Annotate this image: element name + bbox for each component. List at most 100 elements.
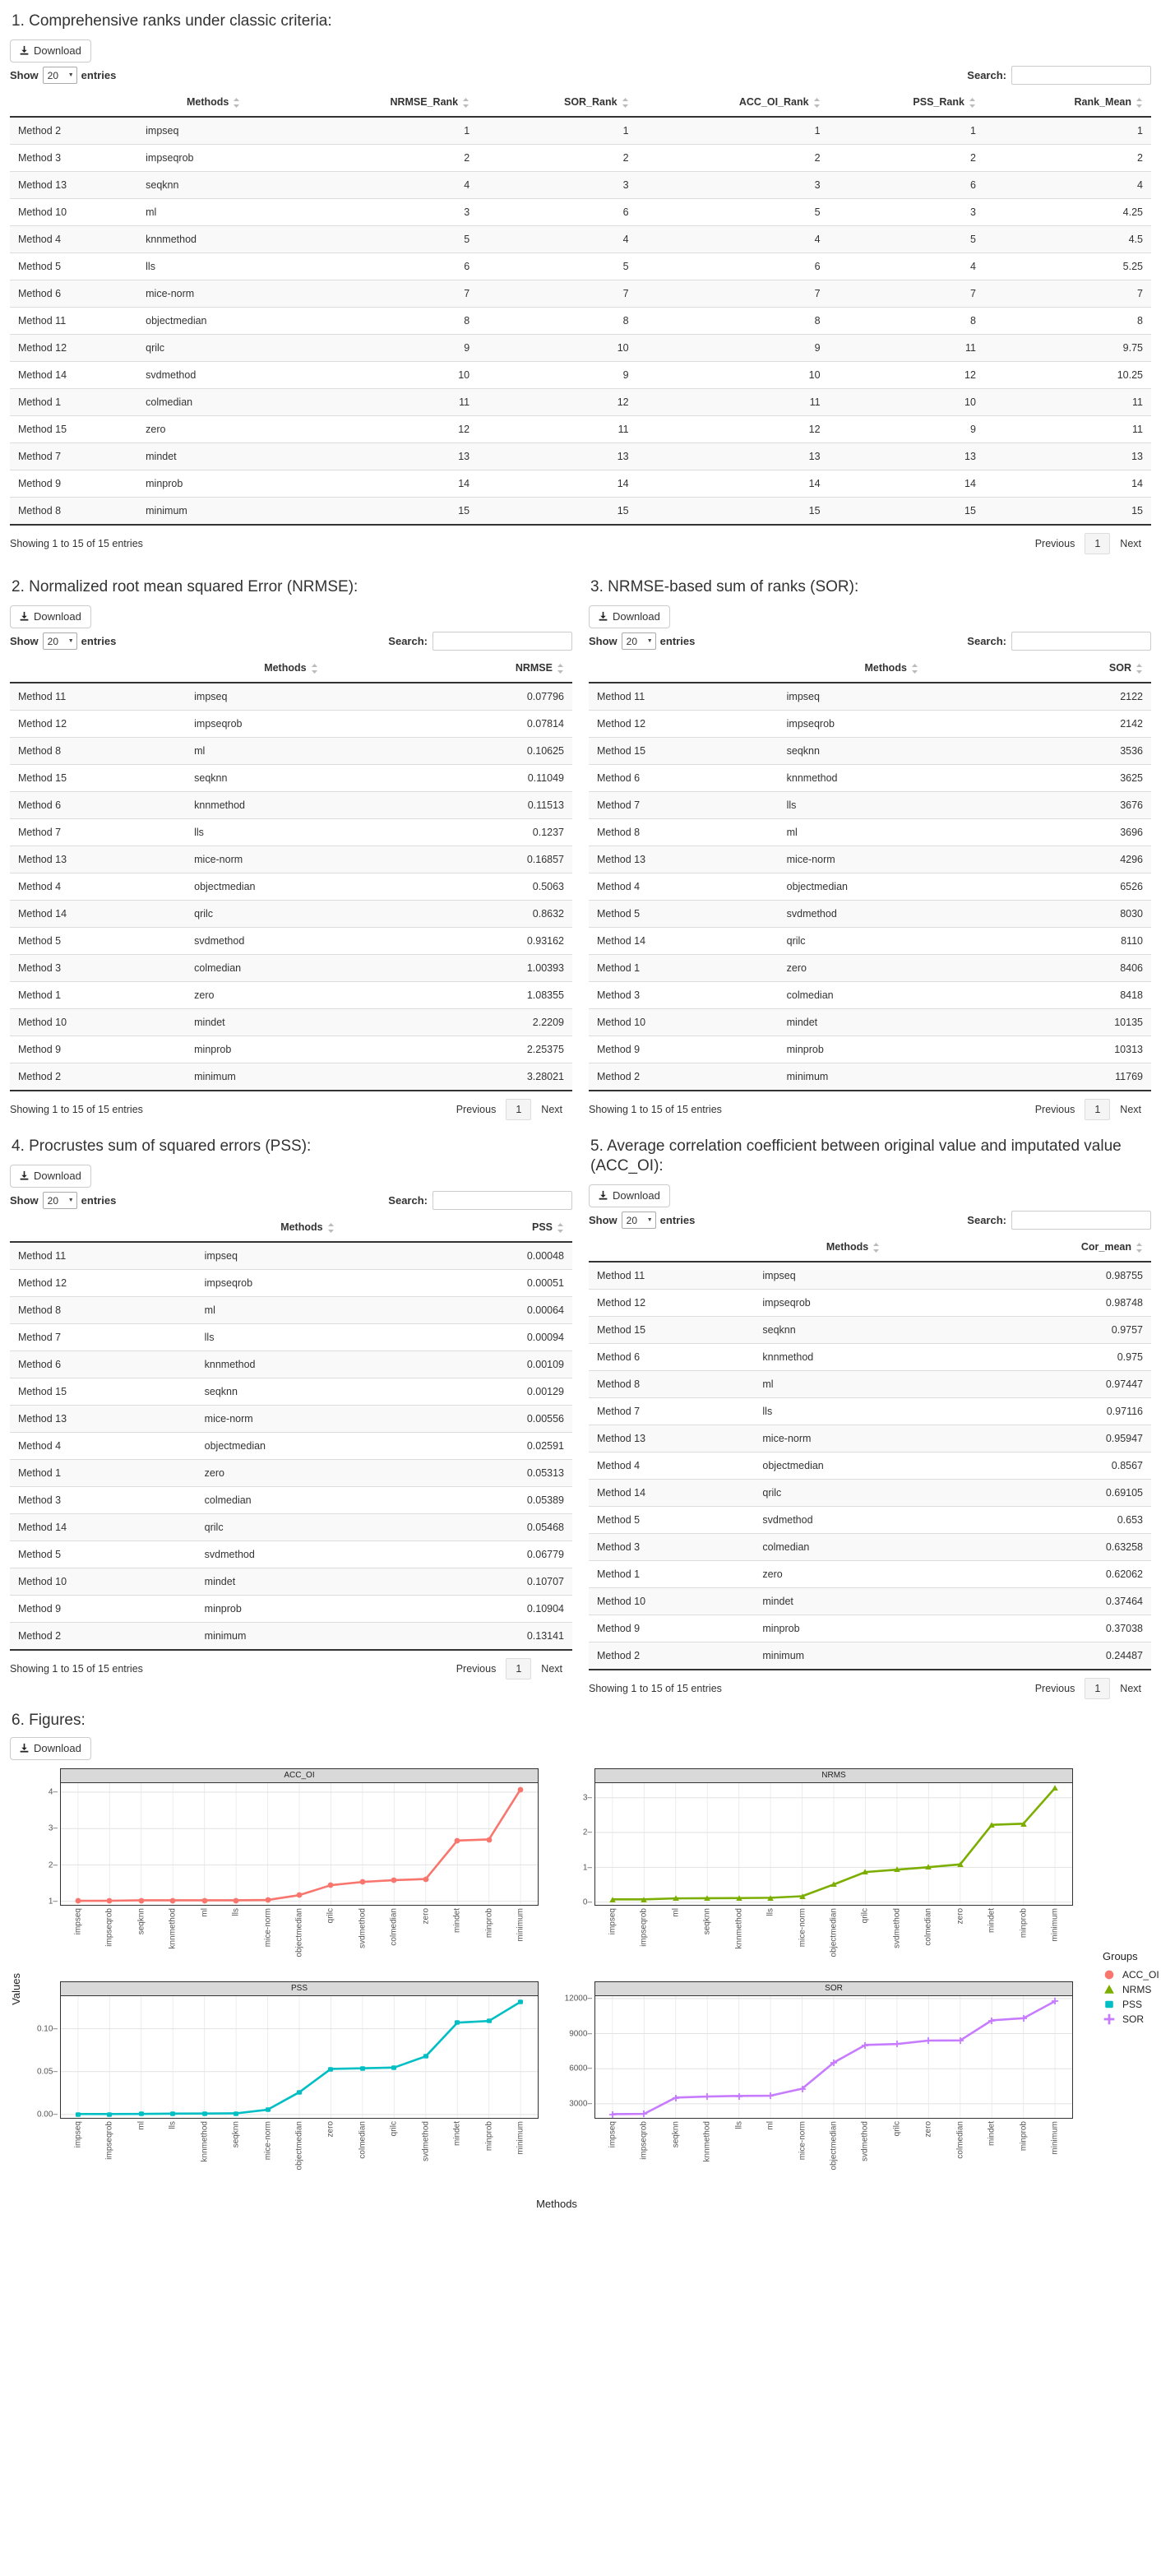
datatable-controls-section5: Show 20 ▼ entries Search: <box>589 1211 1151 1230</box>
search-input-5[interactable] <box>1011 1211 1151 1230</box>
table-cell: 15 <box>289 497 479 526</box>
table-cell: 15 <box>983 497 1151 526</box>
col-acc-oi-rank[interactable]: ACC_OI_Rank <box>636 90 829 118</box>
previous-page-button[interactable]: Previous <box>456 1663 497 1675</box>
table-cell: 7 <box>478 280 637 308</box>
previous-page-button[interactable]: Previous <box>456 1104 497 1116</box>
x-tick-label: knnmethod <box>200 2121 210 2162</box>
x-tick-label: zero <box>923 2121 933 2138</box>
page-length-select-5[interactable]: 20 ▼ <box>621 1212 656 1230</box>
table-cell: 7 <box>289 280 479 308</box>
table-cell: 0.11513 <box>395 791 572 819</box>
table-cell: 14 <box>828 470 984 498</box>
table-cell: Method 5 <box>10 253 138 280</box>
download-button-section4[interactable]: Download <box>10 1164 91 1188</box>
table-row: Method 4 objectmedian 0.8567 <box>589 1451 1151 1480</box>
col-nrmse[interactable]: NRMSE <box>395 656 572 684</box>
table-cell: 8030 <box>1004 900 1151 928</box>
table-cell: Method 11 <box>10 682 187 711</box>
page-length-select-4[interactable]: 20 ▼ <box>42 1192 77 1210</box>
table-cell: 0.93162 <box>395 927 572 955</box>
table-cell: Method 13 <box>589 846 779 873</box>
sort-icon <box>1136 97 1143 109</box>
table-cell: qrilc <box>754 1478 952 1507</box>
col-pss[interactable]: PSS <box>419 1215 572 1244</box>
figures-x-axis-label: Methods <box>536 2198 577 2211</box>
next-page-button[interactable]: Next <box>1120 538 1141 550</box>
table-cell: seqknn <box>778 737 1005 765</box>
table-cell: 3 <box>478 171 637 199</box>
page-1-button[interactable]: 1 <box>506 1099 532 1121</box>
col-cor-mean[interactable]: Cor_mean <box>951 1235 1151 1263</box>
col-pss-rank[interactable]: PSS_Rank <box>828 90 984 118</box>
next-page-button[interactable]: Next <box>541 1104 562 1116</box>
previous-page-button[interactable]: Previous <box>1034 538 1075 550</box>
download-button-section3[interactable]: Download <box>589 605 670 629</box>
table-cell: Method 1 <box>10 388 138 416</box>
figures-y-axis-label: Values <box>10 1973 22 2006</box>
search-input-4[interactable] <box>432 1191 572 1211</box>
table-cell: 6 <box>478 198 637 226</box>
table-cell: Method 12 <box>10 1269 197 1297</box>
table-cell: Method 10 <box>589 1587 755 1615</box>
page-1-button[interactable]: 1 <box>1085 533 1111 555</box>
table-row: Method 6 mice-norm 7 7 7 7 7 <box>10 280 1151 308</box>
table-row: Method 4 knnmethod 5 4 4 5 4.5 <box>10 225 1151 253</box>
download-label: Download <box>34 44 81 57</box>
col-rank-mean[interactable]: Rank_Mean <box>983 90 1151 118</box>
page-1-button[interactable]: 1 <box>506 1658 532 1680</box>
col-methods[interactable]: Methods <box>186 656 396 684</box>
x-tick-label: mindet <box>452 2121 462 2147</box>
page-length-select-1[interactable]: 20 ▼ <box>42 67 77 85</box>
col-index <box>10 90 138 118</box>
table-cell: impseqrob <box>754 1288 952 1317</box>
table-row: Method 3 colmedian 8418 <box>589 981 1151 1009</box>
table-row: Method 6 knnmethod 0.11513 <box>10 791 572 819</box>
search-input-3[interactable] <box>1011 632 1151 651</box>
col-methods[interactable]: Methods <box>754 1235 952 1263</box>
datatable-footer-1: Showing 1 to 15 of 15 entries Previous 1… <box>10 533 1151 555</box>
page-length-select-3[interactable]: 20 ▼ <box>621 632 656 651</box>
page-1-button[interactable]: 1 <box>1085 1677 1111 1699</box>
next-page-button[interactable]: Next <box>1120 1682 1141 1694</box>
table-cell: Method 15 <box>10 415 138 443</box>
table-cell: 0.13141 <box>419 1622 572 1652</box>
table-cell: minprob <box>754 1614 952 1642</box>
x-tick-label: minprob <box>1019 1908 1029 1939</box>
next-page-button[interactable]: Next <box>1120 1104 1141 1116</box>
next-page-button[interactable]: Next <box>541 1663 562 1675</box>
page-length-select-2[interactable]: 20 ▼ <box>42 632 77 651</box>
datatable-controls-section4: Show 20 ▼ entries Search: <box>10 1191 572 1211</box>
col-methods[interactable]: Methods <box>778 656 1005 684</box>
table-cell: 8 <box>478 307 637 335</box>
table-cell: 5 <box>289 225 479 253</box>
previous-page-button[interactable]: Previous <box>1034 1104 1075 1116</box>
table-cell: 13 <box>478 442 637 470</box>
col-methods[interactable]: Methods <box>137 90 290 118</box>
table-cell: svdmethod <box>196 1541 419 1568</box>
download-button-section6[interactable]: Download <box>10 1736 91 1761</box>
search-input-1[interactable] <box>1011 66 1151 86</box>
page-1-button[interactable]: 1 <box>1085 1099 1111 1121</box>
download-button-section1[interactable]: Download <box>10 39 91 63</box>
table-row: Method 7 lls 0.1237 <box>10 818 572 846</box>
section-figures: 6. Figures: Download Values ACC_OI 1– 2– 3–… <box>10 1711 1159 2211</box>
col-methods[interactable]: Methods <box>196 1215 419 1244</box>
table-cell: 11 <box>983 388 1151 416</box>
table-row: Method 6 knnmethod 3625 <box>589 764 1151 792</box>
table-row: Method 9 minprob 0.37038 <box>589 1614 1151 1642</box>
previous-page-button[interactable]: Previous <box>1034 1682 1075 1694</box>
download-button-section2[interactable]: Download <box>10 605 91 629</box>
legend-label: ACC_OI <box>1122 1969 1159 1981</box>
col-sor[interactable]: SOR <box>1004 656 1151 684</box>
table-cell: 3625 <box>1004 764 1151 792</box>
table-cell: minprob <box>196 1595 419 1623</box>
table-cell: 0.10625 <box>395 737 572 765</box>
table-cell: 0.69105 <box>951 1478 1151 1507</box>
plot-area: 3000– 6000– 9000– 12000– impseq impseqrob seqk… <box>565 1995 1073 2171</box>
col-sor-rank[interactable]: SOR_Rank <box>478 90 637 118</box>
search-input-2[interactable] <box>432 632 572 651</box>
download-button-section5[interactable]: Download <box>589 1184 670 1208</box>
table-cell: minprob <box>186 1035 396 1063</box>
col-nrmse-rank[interactable]: NRMSE_Rank <box>289 90 479 118</box>
